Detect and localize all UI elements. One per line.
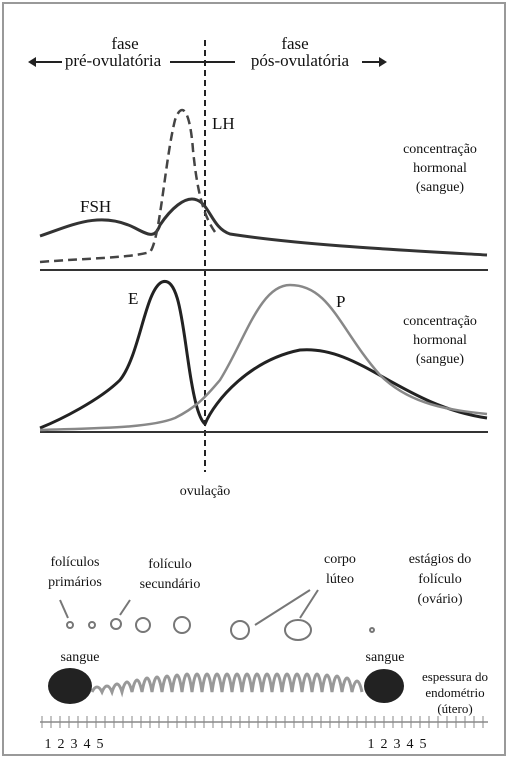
phase-label: pré-ovulatória (65, 51, 162, 70)
ovary-label: (ovário) (417, 592, 462, 607)
uterus-label: (útero) (437, 701, 472, 716)
uterus-label: endométrio (425, 685, 484, 700)
axis-label: (sangue) (416, 180, 465, 195)
day-number: 1 (368, 737, 375, 752)
phase-label: pós-ovulatória (251, 51, 350, 70)
ovary-label: primários (48, 575, 102, 590)
curve-label: P (336, 292, 345, 311)
day-number: 5 (97, 737, 104, 752)
blood-label: sangue (366, 650, 405, 665)
blood-label: sangue (61, 650, 100, 665)
day-number: 4 (84, 737, 91, 752)
day-number: 3 (71, 737, 78, 752)
axis-label: (sangue) (416, 352, 465, 367)
curve-label: LH (212, 114, 235, 133)
curve-label: E (128, 289, 138, 308)
uterus-label: espessura do (422, 669, 488, 684)
blood (48, 668, 92, 704)
frame (3, 3, 505, 755)
day-number: 1 (45, 737, 52, 752)
ovary-label: estágios do (409, 552, 472, 567)
day-number: 2 (58, 737, 65, 752)
day-number: 5 (420, 737, 427, 752)
ovary-label: folículos (51, 555, 100, 570)
axis-label: concentração (403, 314, 477, 329)
day-number: 2 (381, 737, 388, 752)
curve-label: FSH (80, 197, 111, 216)
axis-label: hormonal (413, 333, 467, 348)
diagram: fase pré-ovulatória fase pós-ovulatória … (0, 0, 508, 758)
ovary-label: secundário (140, 577, 201, 592)
day-number: 4 (407, 737, 414, 752)
ovary-label: folículo (418, 572, 462, 587)
axis-label: concentração (403, 142, 477, 157)
ovulation-label: ovulação (180, 484, 231, 499)
blood (364, 669, 404, 703)
ovary-label: lúteo (326, 572, 354, 587)
axis-label: hormonal (413, 161, 467, 176)
day-number: 3 (394, 737, 401, 752)
ovary-label: folículo (148, 557, 192, 572)
ovary-label: corpo (324, 552, 356, 567)
